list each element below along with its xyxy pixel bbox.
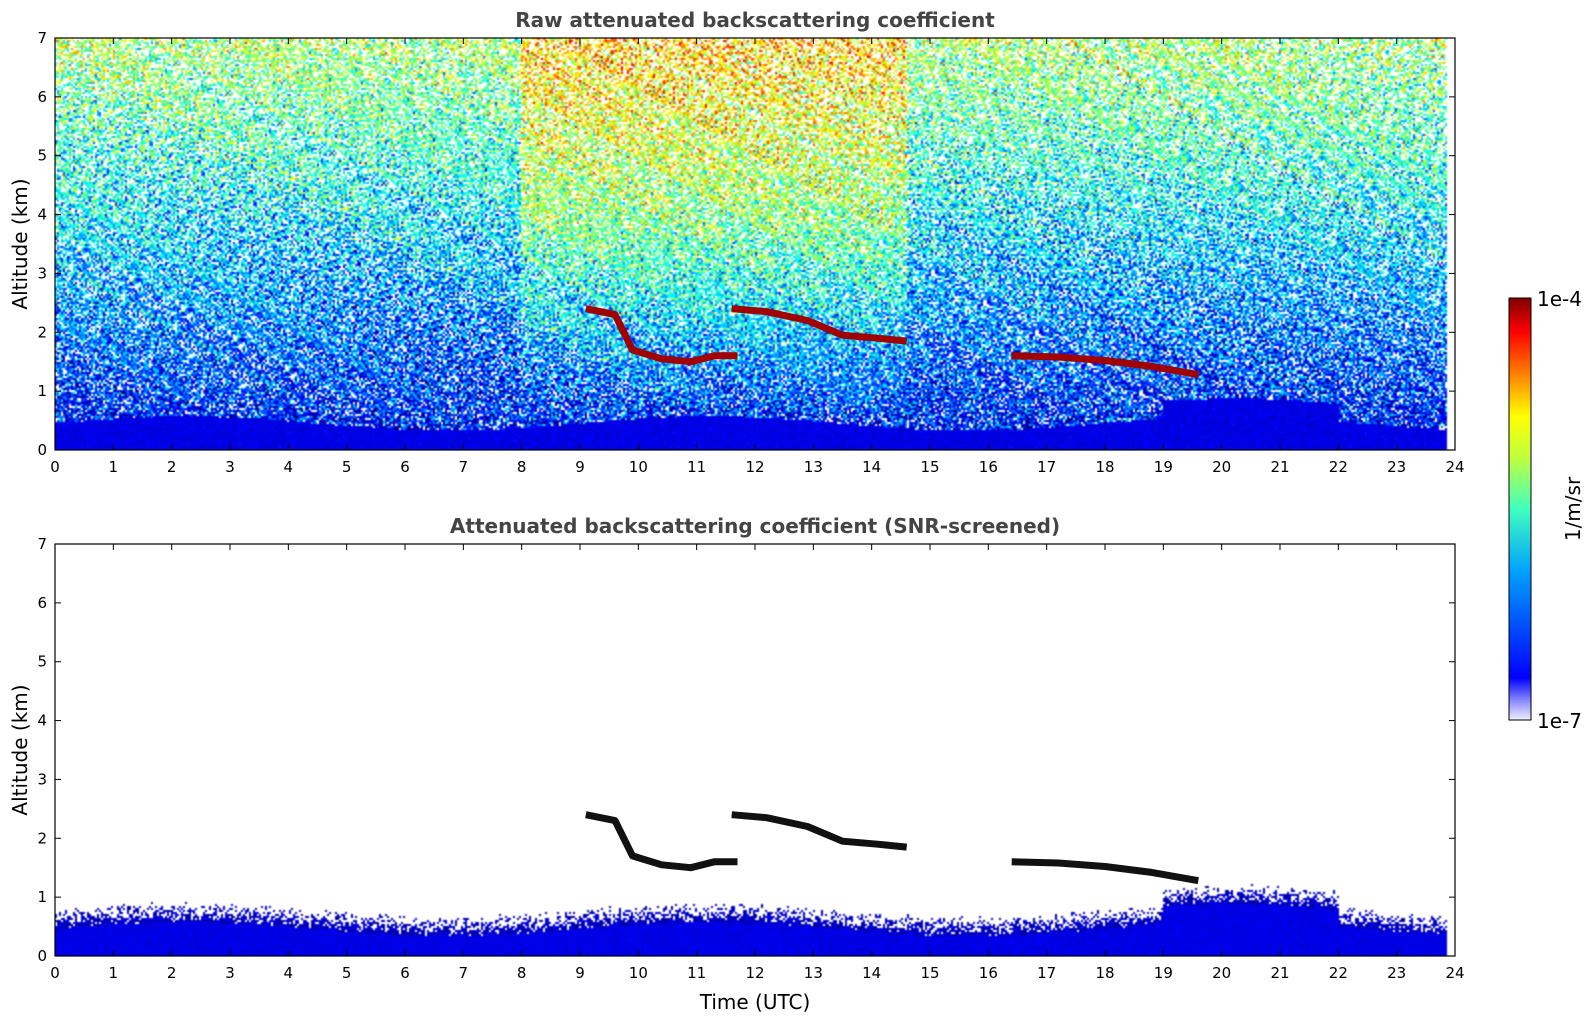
- x-tick-label: 7: [459, 458, 469, 476]
- x-tick-label: 10: [629, 964, 648, 982]
- x-tick-label: 18: [1095, 458, 1114, 476]
- x-tick-label: 16: [979, 964, 998, 982]
- y-tick-label: 6: [37, 594, 47, 612]
- x-tick-label: 12: [745, 964, 764, 982]
- cloud-layer-trace: [731, 811, 908, 851]
- x-tick-label: 15: [920, 964, 939, 982]
- x-tick-label: 3: [225, 964, 235, 982]
- x-tick-label: 8: [517, 458, 527, 476]
- x-tick-label: 14: [862, 458, 881, 476]
- y-tick-label: 3: [37, 770, 47, 788]
- x-tick-label: 2: [167, 964, 177, 982]
- x-tick-label: 2: [167, 458, 177, 476]
- x-tick-label: 23: [1387, 458, 1406, 476]
- y-axis-ticks: 0 1 2 3 4 5 6 7: [37, 535, 1455, 965]
- x-tick-label: 8: [517, 964, 527, 982]
- x-tick-label: 18: [1095, 964, 1114, 982]
- y-tick-label: 4: [37, 712, 47, 730]
- panel-title: Raw attenuated backscattering coefficien…: [515, 8, 995, 32]
- x-tick-label: 6: [400, 964, 410, 982]
- x-tick-label: 17: [1037, 458, 1056, 476]
- x-tick-label: 13: [804, 458, 823, 476]
- y-tick-label: 4: [37, 206, 47, 224]
- y-tick-label: 2: [37, 323, 47, 341]
- y-tick-label: 1: [37, 888, 47, 906]
- x-tick-label: 9: [575, 964, 585, 982]
- x-tick-label: 16: [979, 458, 998, 476]
- x-tick-label: 15: [920, 458, 939, 476]
- x-tick-label: 22: [1329, 458, 1348, 476]
- cloud-layer-trace: [731, 305, 908, 345]
- colorbar-gradient: [1508, 297, 1532, 721]
- x-tick-label: 0: [50, 964, 60, 982]
- colorbar-min-label: 1e-7: [1537, 709, 1582, 733]
- y-tick-label: 7: [37, 535, 47, 553]
- x-tick-label: 4: [284, 964, 294, 982]
- y-tick-label: 5: [37, 147, 47, 165]
- x-tick-label: 3: [225, 458, 235, 476]
- panel-raw-backscatter: Raw attenuated backscattering coefficien…: [8, 8, 1465, 476]
- y-tick-label: 2: [37, 829, 47, 847]
- x-axis-ticks: 0 1 2 3 4 5 6 7 8 9 10 11 12 13 14 15 16 17 18 19 20 21 22 23 24: [50, 38, 1465, 476]
- x-tick-label: 20: [1212, 964, 1231, 982]
- x-tick-label: 24: [1445, 964, 1464, 982]
- colorbar: 1e-4 1e-7 1/m/sr: [1508, 287, 1585, 733]
- x-tick-label: 6: [400, 458, 410, 476]
- x-tick-label: 10: [629, 458, 648, 476]
- x-tick-label: 19: [1154, 964, 1173, 982]
- x-tick-label: 4: [284, 458, 294, 476]
- x-tick-label: 0: [50, 458, 60, 476]
- y-tick-label: 5: [37, 653, 47, 671]
- x-tick-label: 1: [109, 964, 119, 982]
- x-tick-label: 21: [1270, 964, 1289, 982]
- cloud-layer-trace: [585, 811, 738, 872]
- x-tick-label: 20: [1212, 458, 1231, 476]
- x-tick-label: 13: [804, 964, 823, 982]
- panel-snr-screened: Attenuated backscattering coefficient (S…: [8, 514, 1465, 1014]
- y-tick-label: 0: [37, 441, 47, 459]
- x-tick-label: 14: [862, 964, 881, 982]
- y-tick-label: 6: [37, 88, 47, 106]
- y-tick-label: 3: [37, 264, 47, 282]
- x-tick-label: 7: [459, 964, 469, 982]
- x-tick-label: 17: [1037, 964, 1056, 982]
- colorbar-unit-label: 1/m/sr: [1561, 476, 1585, 541]
- heatmap-raw: [55, 38, 1455, 450]
- x-tick-label: 12: [745, 458, 764, 476]
- x-tick-label: 1: [109, 458, 119, 476]
- cloud-layer-trace: [1011, 352, 1199, 379]
- x-tick-label: 22: [1329, 964, 1348, 982]
- x-axis-label: Time (UTC): [699, 990, 811, 1014]
- x-tick-label: 5: [342, 964, 352, 982]
- x-tick-label: 24: [1445, 458, 1464, 476]
- x-tick-label: 23: [1387, 964, 1406, 982]
- x-axis-ticks: 0 1 2 3 4 5 6 7 8 9 10 11 12 13 14 15 16 17 18 19 20 21 22 23 24: [50, 544, 1465, 982]
- x-tick-label: 11: [687, 458, 706, 476]
- x-tick-label: 21: [1270, 458, 1289, 476]
- y-axis-ticks: 0 1 2 3 4 5 6 7: [37, 29, 1455, 459]
- y-tick-label: 0: [37, 947, 47, 965]
- heatmap-screened: [55, 544, 1455, 956]
- panel-title: Attenuated backscattering coefficient (S…: [450, 514, 1060, 538]
- cloud-layer-trace: [1011, 858, 1199, 885]
- x-tick-label: 5: [342, 458, 352, 476]
- y-tick-label: 7: [37, 29, 47, 47]
- x-tick-label: 11: [687, 964, 706, 982]
- y-axis-label: Altitude (km): [8, 178, 32, 309]
- y-axis-label: Altitude (km): [8, 684, 32, 815]
- y-tick-label: 1: [37, 382, 47, 400]
- x-tick-label: 9: [575, 458, 585, 476]
- x-tick-label: 19: [1154, 458, 1173, 476]
- cloud-features: [585, 305, 1199, 379]
- cloud-layer-trace: [585, 305, 738, 366]
- cloud-features: [585, 811, 1199, 885]
- colorbar-max-label: 1e-4: [1537, 287, 1582, 311]
